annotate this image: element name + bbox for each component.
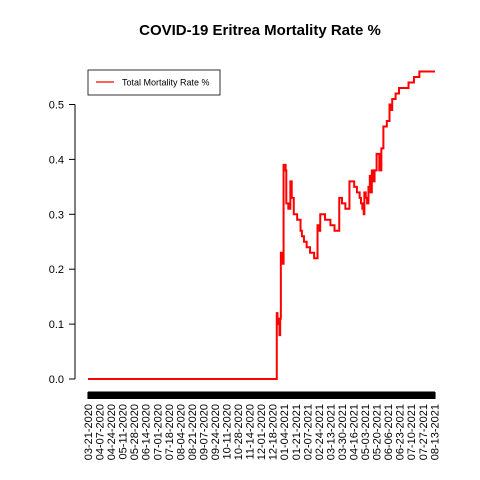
x-tick-label: 07-18-2020 xyxy=(164,404,176,460)
x-tick-label: 05-28-2020 xyxy=(129,404,141,460)
x-tick-label: 06-06-2021 xyxy=(383,404,395,460)
x-tick-label: 07-27-2021 xyxy=(418,404,430,460)
x-tick-label: 07-01-2020 xyxy=(152,404,164,460)
x-tick-label: 10-11-2020 xyxy=(222,404,234,459)
y-tick-label: 0.1 xyxy=(49,319,64,331)
x-tick-label: 02-24-2021 xyxy=(314,404,326,460)
y-tick-label: 0.0 xyxy=(49,374,64,386)
x-axis: 03-21-2020 04-07-2020 04-24-2020 05-11-2020… xyxy=(83,391,441,460)
x-tick-label: 12-18-2020 xyxy=(268,404,280,460)
x-tick-label: 07-10-2021 xyxy=(406,404,418,460)
x-tick-label: 12-01-2020 xyxy=(256,404,268,460)
x-tick-label: 04-07-2020 xyxy=(95,404,107,460)
x-tick-label: 05-20-2021 xyxy=(372,404,384,460)
y-tick-label: 0.2 xyxy=(49,264,64,276)
y-tick-label: 0.3 xyxy=(49,209,64,221)
x-tick-label: 09-24-2020 xyxy=(210,404,222,460)
x-tick-label: 08-04-2020 xyxy=(175,404,187,460)
x-tick-label: 01-04-2021 xyxy=(279,404,291,460)
x-tick-label: 10-28-2020 xyxy=(233,404,245,460)
x-tick-label: 08-13-2021 xyxy=(429,404,441,460)
x-tick-label: 06-14-2020 xyxy=(141,404,153,460)
x-tick-label: 03-21-2020 xyxy=(83,404,95,460)
series-layer xyxy=(88,70,435,380)
legend: Total Mortality Rate % xyxy=(87,69,221,96)
series-line xyxy=(88,70,435,380)
x-tick-label: 08-21-2020 xyxy=(187,404,199,460)
y-axis: 0.0 0.1 0.2 0.3 0.4 0.5 xyxy=(49,100,76,386)
legend-label: Total Mortality Rate % xyxy=(122,78,210,88)
x-tick-label: 09-07-2020 xyxy=(198,404,210,460)
x-tick-label: 02-07-2021 xyxy=(302,404,314,460)
x-tick-label: 04-24-2020 xyxy=(106,404,118,460)
y-tick-label: 0.5 xyxy=(49,100,64,112)
x-tick-label: 05-03-2021 xyxy=(360,404,372,460)
y-tick-label: 0.4 xyxy=(49,154,64,166)
x-tick-label: 06-23-2021 xyxy=(395,404,407,460)
x-tick-label: 04-16-2021 xyxy=(349,404,361,460)
x-tick-label: 11-14-2020 xyxy=(245,404,257,459)
x-tick-label: 05-11-2020 xyxy=(118,404,130,459)
x-tick-label: 01-21-2021 xyxy=(291,404,303,460)
x-tick-label: 03-13-2021 xyxy=(325,404,337,460)
chart-title: COVID-19 Eritrea Mortality Rate % xyxy=(139,22,381,39)
x-tick-label: 03-30-2021 xyxy=(337,404,349,460)
